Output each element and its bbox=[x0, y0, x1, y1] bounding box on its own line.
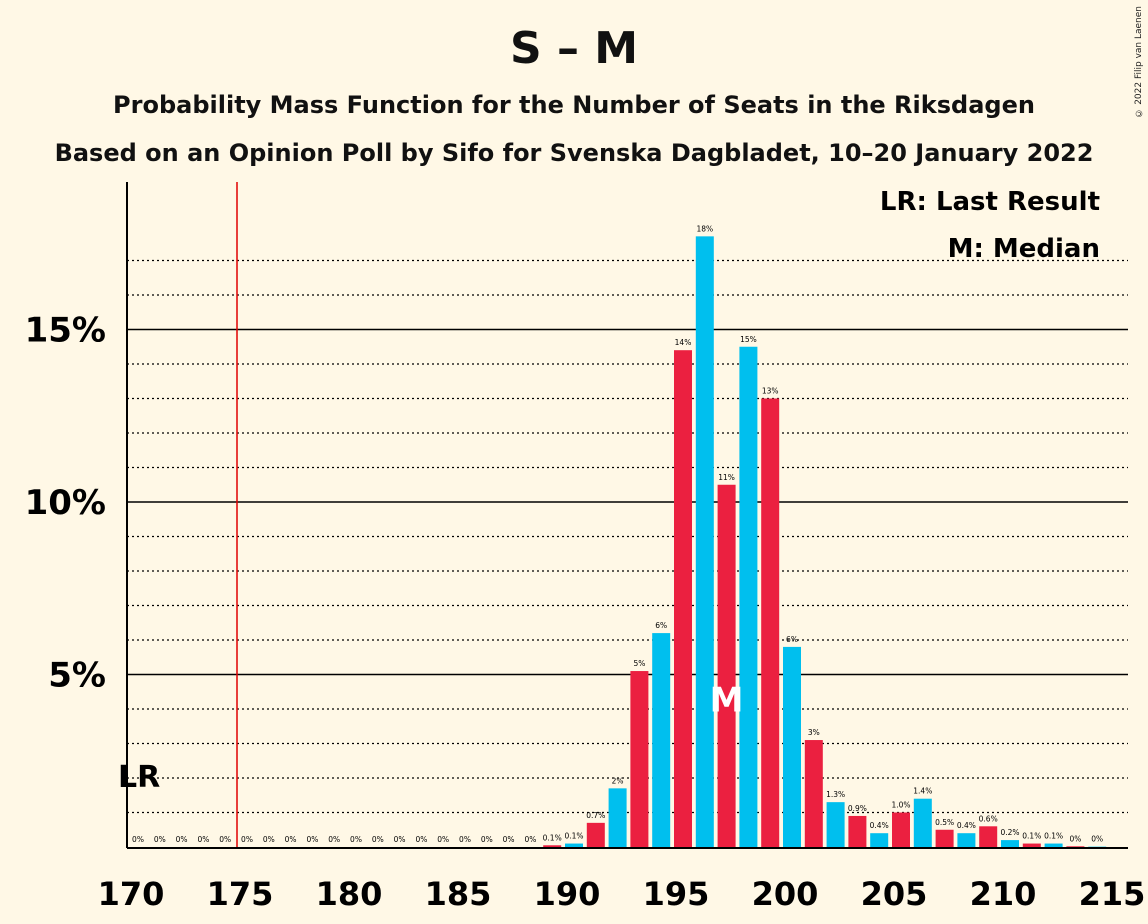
bar-seat-207 bbox=[935, 829, 954, 847]
x-tick-label: 200 bbox=[752, 875, 819, 913]
bar-value-label: 6% bbox=[655, 621, 667, 630]
bar-value-label: 0% bbox=[263, 835, 275, 844]
bar-value-label: 0.4% bbox=[957, 821, 976, 830]
bar-seat-202 bbox=[826, 802, 845, 847]
bar-seat-209 bbox=[979, 826, 998, 847]
bar-seat-198 bbox=[739, 346, 758, 847]
bar-seat-210 bbox=[1001, 840, 1019, 847]
bar-seat-212 bbox=[1044, 843, 1063, 847]
bar-value-label: 0% bbox=[328, 835, 340, 844]
bar-value-label: 18% bbox=[696, 224, 713, 233]
bar-seat-192 bbox=[608, 788, 627, 847]
bar-value-label: 0% bbox=[306, 835, 318, 844]
bar-value-label: 14% bbox=[675, 338, 692, 347]
legend-median: M: Median bbox=[948, 234, 1100, 264]
bar-value-label: 2% bbox=[612, 776, 624, 785]
bar-value-label: 1.3% bbox=[826, 790, 845, 799]
bar-value-label: 0% bbox=[394, 835, 406, 844]
bar-seat-206 bbox=[913, 798, 932, 847]
tick-labels: 5% 10% 15% 170 175 180 185 190 195 200 205 210 215 bbox=[25, 311, 1146, 914]
bar-value-label: 0.5% bbox=[935, 818, 954, 827]
gridlines bbox=[127, 259, 1128, 814]
bar-value-label: 0% bbox=[524, 835, 536, 844]
bar-value-label: 0.4% bbox=[870, 821, 889, 830]
bar-value-label: 13% bbox=[762, 387, 779, 396]
bar-value-label: 0.1% bbox=[1022, 832, 1041, 841]
bar-seat-194 bbox=[652, 633, 671, 847]
x-tick-label: 210 bbox=[970, 875, 1037, 913]
bar-value-label: 0.9% bbox=[848, 804, 867, 813]
bar-value-label: 0.1% bbox=[564, 832, 583, 841]
bar-value-label: 0.2% bbox=[1000, 828, 1019, 837]
bar-value-label: 0% bbox=[481, 835, 493, 844]
bar-seat-197 bbox=[717, 484, 736, 847]
bar-value-label: 0% bbox=[241, 835, 253, 844]
x-tick-label: 185 bbox=[425, 875, 492, 913]
bar-value-label: 0% bbox=[219, 835, 231, 844]
y-tick-label: 15% bbox=[25, 311, 106, 351]
bar-seat-204 bbox=[870, 833, 889, 847]
bar-value-label: 5% bbox=[633, 659, 645, 668]
chart-subtitle-2: Based on an Opinion Poll by Sifo for Sve… bbox=[54, 139, 1094, 167]
bar-value-label: 11% bbox=[718, 473, 735, 482]
bar-value-label: 0% bbox=[503, 835, 515, 844]
y-tick-label: 5% bbox=[48, 656, 106, 696]
bar-seat-201 bbox=[804, 740, 823, 847]
bar-value-label: 0% bbox=[1091, 835, 1103, 844]
bar-value-label: 6% bbox=[786, 635, 798, 644]
bar-seat-203 bbox=[848, 815, 867, 847]
bar-value-label: 0% bbox=[372, 835, 384, 844]
bar-seat-211 bbox=[1022, 843, 1041, 847]
bar-value-label: 3% bbox=[808, 728, 820, 737]
bar-seat-208 bbox=[957, 833, 976, 847]
bar-value-label: 1.0% bbox=[891, 801, 910, 810]
bar-value-label: 0% bbox=[415, 835, 427, 844]
y-tick-label: 10% bbox=[25, 483, 106, 523]
chart-subtitle-1: Probability Mass Function for the Number… bbox=[113, 91, 1035, 119]
annotations: M LR LR: Last Result M: Median bbox=[118, 187, 1100, 795]
bar-value-label: 0% bbox=[154, 835, 166, 844]
bar-value-label: 0.6% bbox=[979, 814, 998, 823]
legend-last-result: LR: Last Result bbox=[880, 187, 1100, 217]
bar-seat-213 bbox=[1066, 846, 1085, 847]
bars bbox=[543, 236, 1107, 848]
axes bbox=[126, 182, 1128, 849]
bar-seat-199 bbox=[761, 398, 780, 847]
bar-value-label: 0.1% bbox=[1044, 832, 1063, 841]
bar-value-label: 0% bbox=[285, 835, 297, 844]
bar-value-label: 0% bbox=[132, 835, 144, 844]
x-tick-label: 215 bbox=[1079, 875, 1146, 913]
bar-value-label: 0% bbox=[1069, 834, 1081, 843]
bar-seat-196 bbox=[695, 236, 714, 848]
bar-value-label: 1.4% bbox=[913, 787, 932, 796]
x-tick-label: 190 bbox=[534, 875, 601, 913]
x-tick-label: 180 bbox=[316, 875, 383, 913]
bar-seat-191 bbox=[586, 822, 605, 847]
median-marker: M bbox=[710, 680, 744, 720]
bar-value-label: 0% bbox=[176, 835, 188, 844]
x-tick-label: 175 bbox=[207, 875, 274, 913]
bar-seat-193 bbox=[630, 671, 649, 847]
bar-seat-200 bbox=[783, 646, 801, 847]
bar-seat-189 bbox=[543, 845, 562, 847]
bar-value-label: 15% bbox=[740, 335, 757, 344]
bar-value-label: 0.1% bbox=[543, 833, 562, 842]
bar-value-label: 0% bbox=[459, 835, 471, 844]
bar-seat-205 bbox=[892, 812, 910, 847]
bar-value-label: 0% bbox=[437, 835, 449, 844]
bar-seat-190 bbox=[565, 843, 583, 847]
last-result-label: LR bbox=[118, 760, 160, 795]
bar-value-label: 0% bbox=[197, 835, 209, 844]
x-tick-label: 205 bbox=[861, 875, 928, 913]
bar-value-label: 0% bbox=[350, 835, 362, 844]
chart-title: S – M bbox=[509, 23, 639, 74]
bar-labels: 0% 0% 0% 0% 0% 0% 0% 0% 0% 0% 0% 0% 0% 0% 0% 0% 0% 0% 0% 0.… bbox=[132, 224, 1103, 844]
x-tick-label: 170 bbox=[98, 875, 165, 913]
bar-seat-195 bbox=[674, 350, 692, 847]
x-tick-label: 195 bbox=[643, 875, 710, 913]
bar-value-label: 0.7% bbox=[586, 811, 605, 820]
